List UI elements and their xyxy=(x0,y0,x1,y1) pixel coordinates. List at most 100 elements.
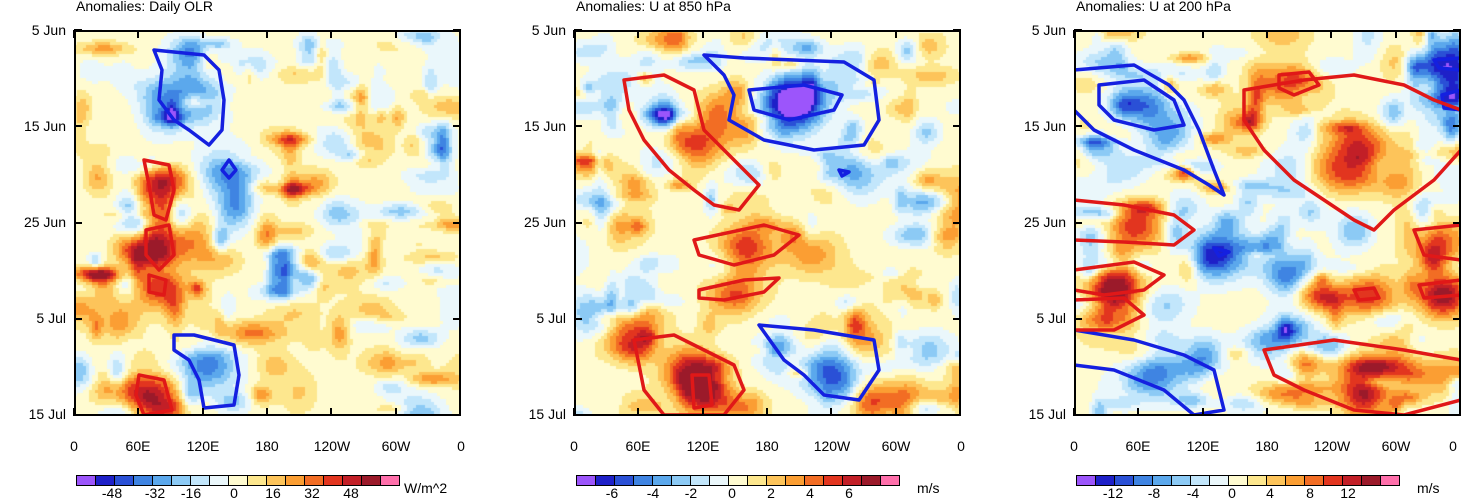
x-tick xyxy=(1394,30,1397,38)
colorbar-units: m/s xyxy=(917,480,940,496)
olr-contours xyxy=(134,48,241,416)
colorbar-box xyxy=(380,475,400,486)
positive-contour xyxy=(1412,223,1461,262)
y-tick xyxy=(1074,29,1082,31)
olr-heatmap xyxy=(74,30,461,416)
u200-heatmap xyxy=(1074,30,1461,416)
y-tick xyxy=(574,414,582,416)
negative-contour xyxy=(837,168,851,178)
positive-contour xyxy=(142,158,176,222)
colorbar xyxy=(1076,475,1400,486)
panel-title: Anomalies: U at 850 hPa xyxy=(576,0,731,14)
x-tick xyxy=(766,30,768,38)
y-tick xyxy=(74,29,82,31)
x-tick xyxy=(573,30,575,38)
positive-contour xyxy=(697,276,781,302)
x-tick-label: 120W xyxy=(313,438,351,454)
y-tick xyxy=(953,317,961,320)
colorbar-label: 4 xyxy=(806,485,814,501)
x-tick-label: 60W xyxy=(1381,438,1411,454)
x-tick-label: 180 xyxy=(1255,438,1279,454)
colorbar-label: -12 xyxy=(1102,485,1124,501)
x-tick-label: 60W xyxy=(381,438,411,454)
colorbar-label: -8 xyxy=(1147,485,1161,501)
colorbar-label: -4 xyxy=(646,485,660,501)
negative-contour xyxy=(172,333,241,410)
y-tick xyxy=(1074,317,1082,320)
x-tick-label: 120E xyxy=(1186,438,1220,454)
positive-contour xyxy=(1417,278,1461,300)
positive-contour xyxy=(632,333,746,416)
colorbar-label: -6 xyxy=(605,485,619,501)
negative-contour xyxy=(220,158,238,180)
positive-contour xyxy=(1074,260,1166,297)
x-tick xyxy=(1073,408,1075,416)
x-tick xyxy=(830,30,833,38)
colorbar-label: 16 xyxy=(265,485,281,501)
x-tick xyxy=(137,30,140,38)
x-tick-label: 60W xyxy=(881,438,911,454)
x-tick-label: 120W xyxy=(1313,438,1351,454)
y-tick xyxy=(453,221,461,224)
negative-contour xyxy=(747,83,844,122)
positive-contour xyxy=(1352,286,1381,302)
x-tick xyxy=(959,408,961,416)
y-tick xyxy=(74,414,82,416)
x-tick xyxy=(1330,30,1333,38)
x-tick xyxy=(394,30,397,38)
y-tick xyxy=(1453,414,1461,416)
x-tick xyxy=(266,408,268,416)
positive-contour xyxy=(147,273,168,297)
y-tick xyxy=(953,29,961,31)
positive-contour xyxy=(134,373,174,416)
colorbar-label: -32 xyxy=(144,485,166,501)
positive-contour xyxy=(1242,73,1461,232)
y-tick xyxy=(574,125,582,128)
x-tick xyxy=(1137,408,1140,416)
x-tick xyxy=(1201,30,1204,38)
colorbar xyxy=(76,475,400,486)
colorbar-box xyxy=(880,475,900,486)
x-tick xyxy=(330,408,333,416)
x-tick-label: 120W xyxy=(813,438,851,454)
y-tick xyxy=(74,125,82,128)
y-tick xyxy=(574,317,582,320)
negative-contour xyxy=(1074,63,1226,197)
x-tick xyxy=(701,30,704,38)
x-tick xyxy=(1459,408,1461,416)
x-tick-label: 60E xyxy=(625,438,651,454)
colorbar-label: -48 xyxy=(101,485,123,501)
y-tick-label: 25 Jun xyxy=(23,214,66,230)
y-tick-label: 15 Jun xyxy=(523,118,566,134)
y-tick-label: 15 Jul xyxy=(1028,406,1066,422)
x-tick xyxy=(1073,30,1075,38)
positive-contour xyxy=(1277,70,1321,97)
y-tick-label: 15 Jul xyxy=(528,406,566,422)
colorbar-label: -4 xyxy=(1186,485,1200,501)
x-tick xyxy=(1459,30,1461,38)
positive-contour xyxy=(1262,338,1461,416)
y-tick xyxy=(953,221,961,224)
y-tick xyxy=(453,317,461,320)
y-tick xyxy=(1453,221,1461,224)
x-tick xyxy=(894,30,897,38)
y-tick xyxy=(1074,414,1082,416)
y-tick xyxy=(453,125,461,128)
x-tick xyxy=(201,30,204,38)
y-tick xyxy=(1453,317,1461,320)
x-tick xyxy=(330,30,333,38)
x-tick xyxy=(73,30,75,38)
u200-panel: Anomalies: U at 200 hPa 5 Jun 15 Jun 25 … xyxy=(1000,0,1461,501)
positive-contour xyxy=(1074,198,1196,247)
y-tick-label: 15 Jun xyxy=(1023,118,1066,134)
x-tick xyxy=(830,408,833,416)
x-tick-label: 60E xyxy=(125,438,151,454)
x-tick xyxy=(894,408,897,416)
y-tick xyxy=(1453,29,1461,31)
u850-contours xyxy=(622,53,881,416)
x-tick xyxy=(1330,408,1333,416)
y-tick xyxy=(453,29,461,31)
negative-contour xyxy=(1212,246,1231,258)
x-tick xyxy=(1266,408,1268,416)
olr-panel: Anomalies: Daily OLR 5 Jun 15 Jun 25 Jun… xyxy=(0,0,465,501)
